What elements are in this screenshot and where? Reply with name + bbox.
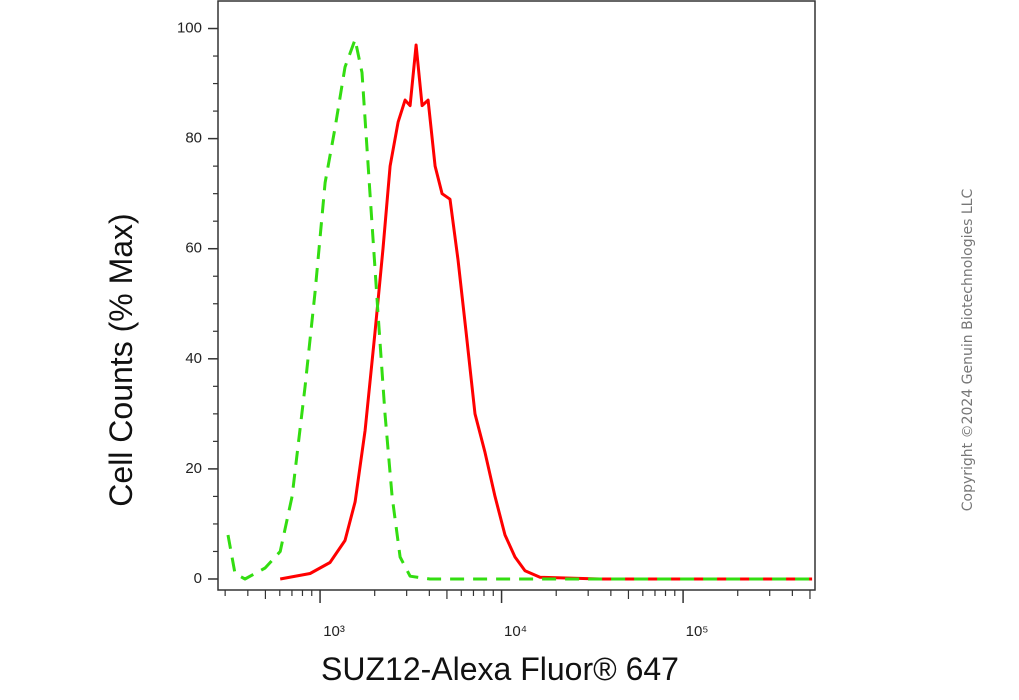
histogram-line	[226, 38, 813, 581]
y-tick-label: 20	[185, 460, 202, 477]
x-axis-label: SUZ12-Alexa Fluor® 647	[321, 651, 679, 687]
histogram-line	[279, 43, 813, 581]
y-tick-label: 100	[177, 19, 202, 36]
y-axis-label: Cell Counts (% Max)	[103, 213, 139, 506]
y-tick-label: 0	[194, 570, 202, 587]
copyright: Copyright ©2024 Genuin Biotechnologies L…	[960, 189, 976, 512]
x-tick-label: 10³	[323, 623, 345, 640]
y-tick-label: 60	[185, 240, 202, 257]
x-tick-label: 10⁵	[686, 623, 709, 640]
plot-frame	[217, 0, 816, 591]
y-tick-label: 40	[185, 350, 202, 367]
x-tick-label: 10⁴	[504, 623, 527, 640]
y-tick-label: 80	[185, 130, 202, 147]
